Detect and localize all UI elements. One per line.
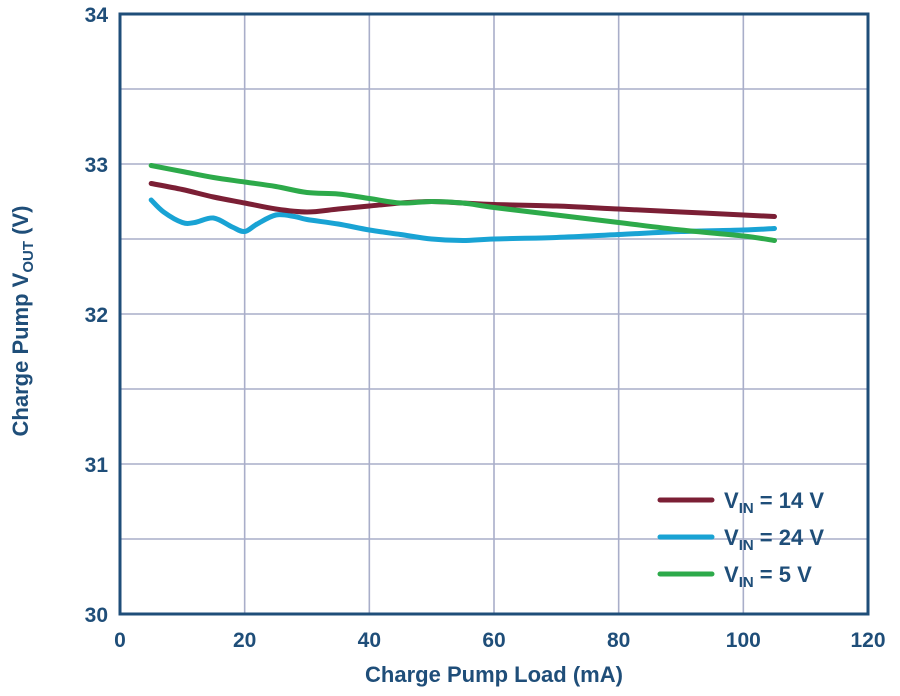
series-line-v-in-24-v	[148, 197, 777, 243]
y-axis-title-unit: (V)	[8, 206, 33, 241]
plot-frame	[118, 12, 870, 616]
legend-label: VIN = 14 V	[724, 488, 824, 517]
legend-label-rest: = 24 V	[754, 525, 825, 550]
y-tick-label: 32	[85, 304, 108, 327]
y-tick-label: 33	[85, 154, 108, 177]
x-tick-label: 120	[850, 629, 885, 652]
x-tick-labels: 0 20 40 60 80 100 120	[114, 629, 885, 652]
legend-label-main: V	[724, 525, 739, 550]
legend-label-main: V	[724, 488, 739, 513]
y-tick-label: 34	[85, 4, 109, 27]
y-axis-title-sub: OUT	[20, 241, 37, 273]
legend-label-sub: IN	[739, 574, 754, 591]
y-axis-title: Charge Pump VOUT (V)	[8, 206, 37, 437]
x-tick-label: 0	[114, 629, 126, 652]
grid-lines	[119, 13, 869, 615]
x-tick-label: 20	[233, 629, 256, 652]
legend-label-main: V	[724, 562, 739, 587]
legend-label: VIN = 24 V	[724, 525, 824, 554]
legend-label-rest: = 5 V	[754, 562, 812, 587]
legend-label-sub: IN	[739, 537, 754, 554]
x-tick-label: 40	[358, 629, 381, 652]
x-tick-label: 100	[726, 629, 761, 652]
y-tick-label: 31	[85, 454, 109, 477]
legend-label: VIN = 5 V	[724, 562, 812, 591]
x-axis-title: Charge Pump Load (mA)	[365, 662, 623, 687]
series-line-v-in-5-v	[148, 163, 777, 243]
legend-label-sub: IN	[739, 500, 754, 517]
x-tick-label: 80	[607, 629, 630, 652]
y-tick-label: 30	[85, 604, 108, 627]
legend-label-rest: = 14 V	[754, 488, 825, 513]
series-lines	[148, 163, 777, 243]
y-axis-title-main: Charge Pump V	[8, 272, 33, 436]
x-tick-label: 60	[482, 629, 505, 652]
y-tick-labels: 30 31 32 33 34	[85, 4, 109, 627]
